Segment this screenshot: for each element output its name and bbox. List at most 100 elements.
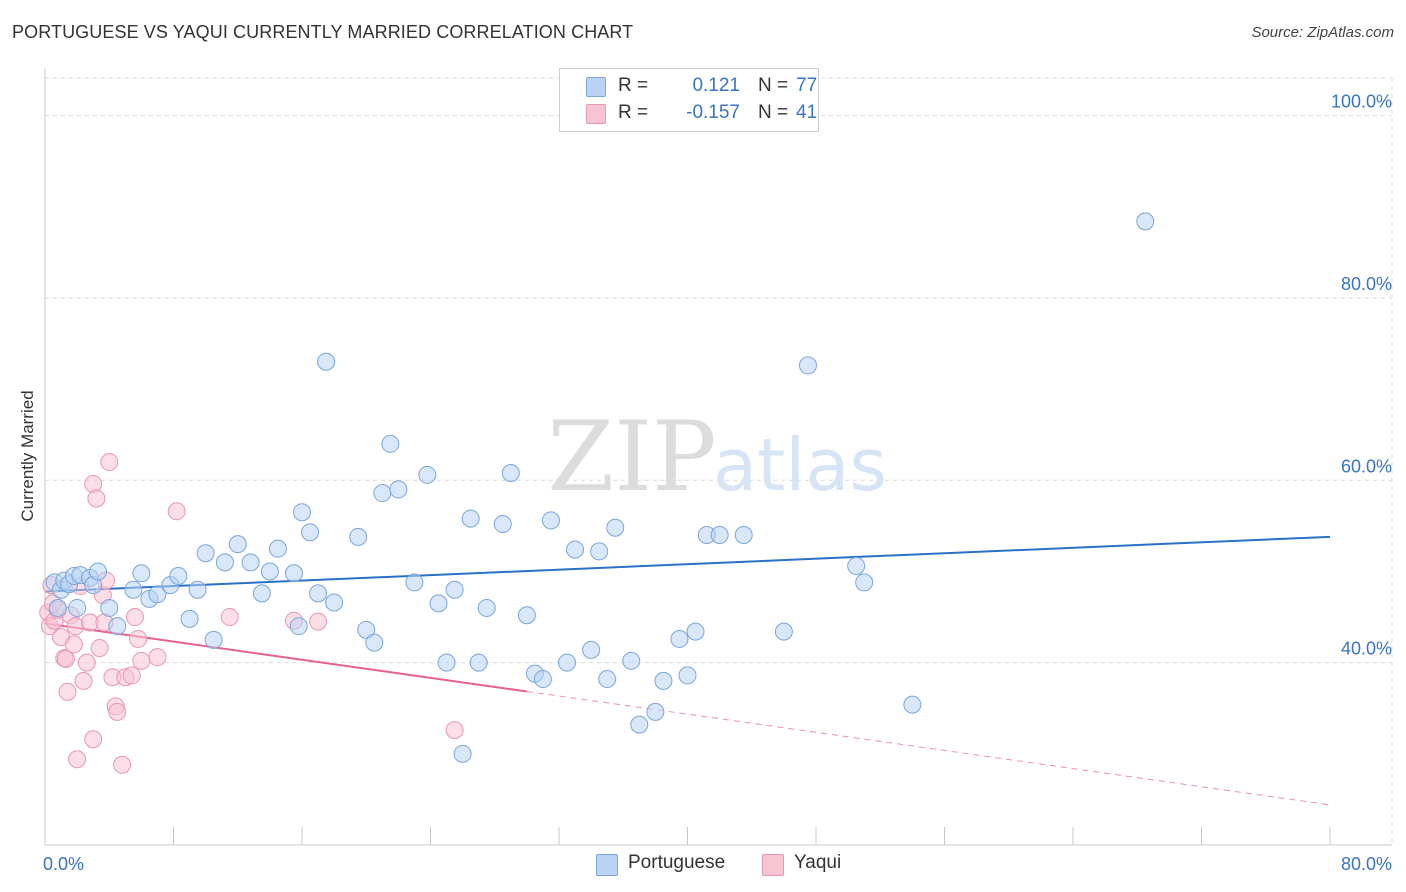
- portuguese-point: [453, 744, 472, 763]
- portuguese-point: [289, 617, 308, 636]
- portuguese-point: [541, 511, 560, 530]
- portuguese-point: [670, 629, 689, 648]
- portuguese-point: [260, 562, 279, 581]
- portuguese-point: [517, 606, 536, 625]
- yaqui-swatch: [762, 854, 784, 876]
- portuguese-point: [533, 670, 552, 689]
- r-label: R =: [618, 75, 649, 96]
- portuguese-point: [100, 598, 119, 617]
- portuguese-points: [45, 212, 1155, 763]
- portuguese-point: [317, 352, 336, 371]
- yaqui-point: [309, 612, 328, 631]
- y-tick-label: 60.0%: [1341, 456, 1392, 476]
- source-label: Source: ZipAtlas.com: [1251, 24, 1394, 41]
- portuguese-point: [461, 509, 480, 528]
- portuguese-point: [654, 671, 673, 690]
- portuguese-point: [418, 465, 437, 484]
- portuguese-point: [582, 640, 601, 659]
- yaqui-point: [56, 650, 75, 668]
- yaqui-point: [68, 750, 87, 769]
- portuguese-swatch: [586, 77, 606, 97]
- portuguese-point: [774, 622, 793, 641]
- portuguese-point: [180, 609, 199, 628]
- portuguese-point: [124, 580, 143, 599]
- portuguese-point: [349, 527, 368, 546]
- yaqui-swatch: [586, 104, 606, 124]
- portuguese-point: [469, 653, 488, 672]
- portuguese-point: [381, 434, 400, 453]
- yaqui-point: [445, 721, 464, 740]
- portuguese-trend-line: [44, 535, 1331, 593]
- yaqui-point: [129, 629, 148, 648]
- portuguese-point: [590, 542, 609, 561]
- yaqui-point: [74, 671, 93, 690]
- portuguese-point: [196, 544, 215, 563]
- portuguese-point: [169, 567, 188, 586]
- r-label: R =: [618, 102, 649, 123]
- portuguese-point: [268, 539, 287, 558]
- watermark-zip: ZIP: [547, 401, 716, 513]
- portuguese-point: [373, 484, 392, 503]
- portuguese-point: [437, 653, 456, 672]
- portuguese-point: [389, 480, 408, 499]
- portuguese-point: [228, 535, 247, 554]
- yaqui-point: [220, 608, 239, 627]
- portuguese-point: [734, 526, 753, 544]
- axes: [44, 68, 1392, 846]
- yaqui-point: [87, 489, 106, 508]
- yaqui-point: [100, 453, 119, 472]
- n-label: N =: [758, 75, 789, 96]
- yaqui-point: [108, 702, 127, 721]
- yaqui-point: [132, 651, 151, 670]
- portuguese-point: [903, 695, 922, 714]
- yaqui-point: [148, 648, 167, 667]
- portuguese-point: [646, 702, 665, 721]
- portuguese-point: [798, 356, 817, 375]
- y-tick-label: 100.0%: [1331, 92, 1392, 112]
- yaqui-point: [77, 653, 96, 672]
- portuguese-point: [68, 598, 87, 617]
- yaqui-point: [64, 635, 83, 654]
- x-tick-label: 0.0%: [43, 854, 84, 874]
- portuguese-point: [445, 580, 464, 599]
- yaqui-point: [167, 502, 186, 521]
- portuguese-point: [204, 630, 223, 649]
- watermark: ZIP atlas: [547, 401, 887, 513]
- legend-label-yaqui: Yaqui: [794, 852, 842, 873]
- n-value: 41: [796, 102, 818, 123]
- portuguese-point: [48, 598, 67, 617]
- portuguese-point: [598, 670, 617, 689]
- portuguese-point: [558, 653, 577, 672]
- yaqui-point: [113, 755, 132, 774]
- portuguese-point: [215, 553, 234, 572]
- portuguese-swatch: [596, 854, 618, 876]
- portuguese-point: [148, 585, 167, 604]
- yaqui-trend-line: [44, 622, 528, 693]
- portuguese-point: [501, 464, 520, 482]
- yaqui-point: [58, 682, 77, 701]
- y-tick-label: 40.0%: [1341, 639, 1392, 659]
- y-tick-label: 80.0%: [1341, 274, 1392, 294]
- portuguese-point: [108, 617, 127, 636]
- watermark-atlas: atlas: [713, 423, 887, 507]
- yaqui-point: [122, 666, 141, 685]
- portuguese-point: [686, 622, 705, 641]
- yaqui-point: [125, 608, 144, 627]
- n-value: 77: [796, 75, 818, 96]
- portuguese-point: [622, 651, 641, 670]
- r-value: -0.157: [686, 102, 740, 123]
- portuguese-point: [241, 553, 260, 572]
- portuguese-point: [855, 573, 874, 592]
- portuguese-point: [309, 584, 328, 603]
- tick-labels: 100.0% 80.0% 60.0% 40.0% 0.0% 80.0%: [43, 92, 1392, 874]
- stats-legend: R = 0.121 N = 77 R = -0.157 N = 41: [559, 68, 819, 132]
- portuguese-point: [357, 620, 376, 639]
- portuguese-point: [477, 598, 496, 617]
- portuguese-point: [606, 518, 625, 537]
- portuguese-point: [301, 523, 320, 542]
- chart-title: PORTUGUESE VS YAQUI CURRENTLY MARRIED CO…: [12, 22, 634, 42]
- yaqui-point: [90, 639, 109, 658]
- portuguese-point: [365, 633, 384, 652]
- legend-label-portuguese: Portuguese: [628, 852, 726, 873]
